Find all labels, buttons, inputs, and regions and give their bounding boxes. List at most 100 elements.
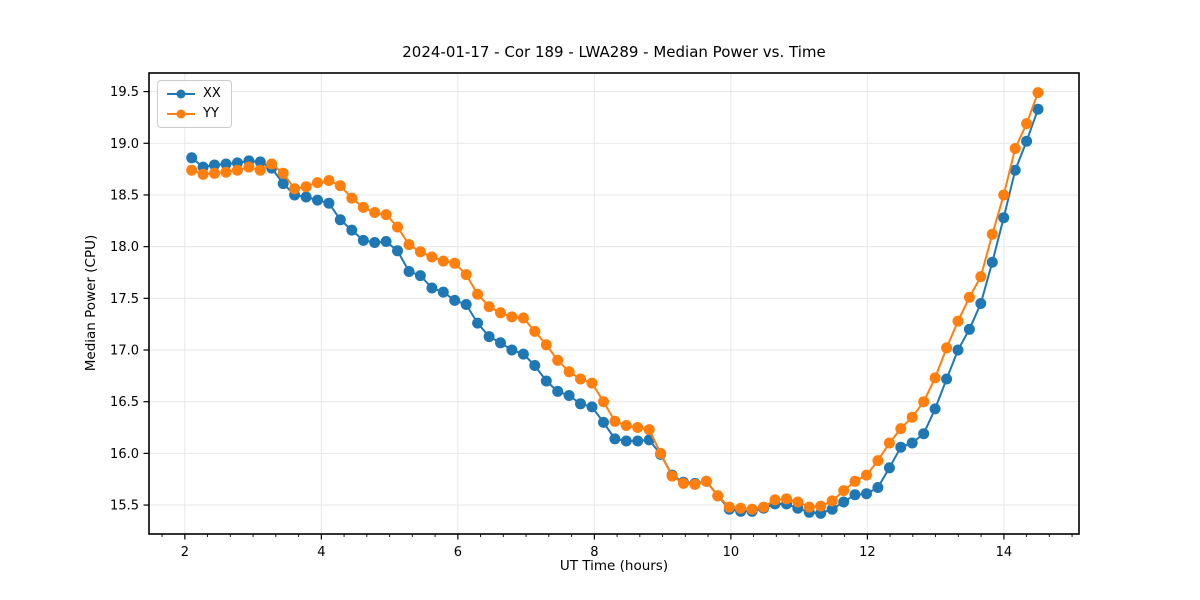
grid — [149, 73, 1079, 534]
data-point-XX — [403, 266, 415, 277]
data-point-XX — [1009, 164, 1021, 176]
data-point-YY — [575, 373, 586, 385]
data-point-XX — [632, 435, 644, 447]
data-point-YY — [849, 475, 861, 487]
data-point-YY — [254, 164, 266, 176]
data-point-YY — [895, 423, 907, 435]
data-point-XX — [826, 503, 838, 515]
data-point-YY — [586, 377, 598, 389]
y-tick-label: 17.5 — [110, 292, 139, 307]
data-point-YY — [186, 164, 198, 176]
data-point-YY — [758, 501, 770, 513]
data-point-YY — [220, 166, 232, 178]
data-point-YY — [357, 201, 369, 213]
legend-marker-yy — [167, 109, 195, 119]
data-point-YY — [678, 477, 689, 489]
data-point-XX — [861, 488, 872, 500]
data-point-YY — [952, 315, 964, 327]
data-point-YY — [277, 167, 289, 179]
data-point-XX — [941, 373, 953, 385]
data-point-YY — [209, 167, 220, 179]
data-point-YY — [700, 475, 712, 487]
legend-item-yy: YY — [167, 107, 221, 121]
data-point-YY — [906, 411, 918, 423]
data-point-XX — [426, 282, 438, 294]
data-point-YY — [861, 469, 872, 481]
data-point-XX — [300, 191, 312, 203]
data-point-YY — [598, 396, 609, 408]
data-point-YY — [563, 366, 575, 378]
x-tick-label: 6 — [454, 545, 462, 560]
data-point-YY — [1009, 143, 1021, 154]
data-point-XX — [963, 323, 975, 335]
data-point-XX — [563, 390, 575, 401]
data-point-YY — [746, 503, 758, 515]
data-point-XX — [598, 416, 609, 428]
data-point-XX — [529, 360, 541, 371]
data-point-YY — [723, 501, 735, 513]
data-point-YY — [472, 288, 484, 300]
legend-item-xx: XX — [167, 87, 221, 101]
data-point-XX — [449, 294, 461, 306]
data-point-XX — [849, 489, 861, 501]
y-tick-label: 16.5 — [110, 395, 139, 410]
data-point-YY — [769, 494, 781, 506]
data-point-YY — [781, 493, 792, 505]
legend-label-yy: YY — [203, 106, 219, 121]
data-point-XX — [369, 237, 381, 248]
axes-spines — [148, 72, 1080, 535]
data-point-YY — [369, 207, 381, 218]
y-tick-label: 17.0 — [110, 344, 139, 359]
y-tick-label: 16.0 — [110, 447, 139, 462]
data-point-YY — [495, 307, 506, 319]
data-point-XX — [540, 375, 552, 387]
data-point-YY — [266, 158, 278, 170]
data-point-YY — [346, 192, 358, 204]
data-point-XX — [506, 344, 518, 356]
data-point-XX — [986, 256, 998, 268]
data-point-XX — [883, 462, 895, 474]
data-point-XX — [552, 385, 564, 397]
data-point-YY — [289, 183, 301, 195]
data-point-XX — [312, 194, 323, 206]
data-point-YY — [243, 161, 255, 173]
data-point-YY — [620, 420, 632, 431]
x-tick-label: 10 — [723, 545, 740, 560]
data-point-YY — [312, 177, 323, 189]
data-point-XX — [620, 435, 632, 447]
data-point-YY — [883, 437, 895, 449]
data-point-YY — [975, 271, 987, 283]
data-point-XX — [929, 403, 941, 415]
data-point-YY — [918, 396, 930, 408]
data-point-XX — [918, 428, 930, 440]
data-point-XX — [483, 331, 495, 343]
data-point-YY — [792, 496, 804, 508]
y-axis-label: Median Power (CPU) — [83, 234, 99, 372]
data-point-XX — [838, 496, 850, 508]
data-point-YY — [632, 422, 644, 433]
data-point-YY — [998, 189, 1010, 201]
data-point-XX — [575, 398, 586, 410]
data-point-XX — [998, 212, 1010, 224]
data-point-XX — [392, 245, 403, 257]
data-point-YY — [712, 490, 724, 502]
data-point-YY — [403, 239, 415, 251]
data-point-YY — [483, 301, 495, 313]
y-tick-label: 15.5 — [110, 499, 139, 514]
x-tick-label: 12 — [859, 545, 876, 560]
data-point-YY — [529, 325, 541, 337]
data-point-YY — [929, 372, 941, 384]
data-point-XX — [952, 344, 964, 356]
x-tick-label: 8 — [590, 545, 598, 560]
data-point-YY — [1021, 118, 1033, 130]
data-point-XX — [975, 298, 987, 309]
data-point-YY — [803, 501, 815, 513]
x-tick-label: 14 — [996, 545, 1013, 560]
data-point-YY — [414, 246, 426, 258]
data-point-YY — [334, 180, 346, 192]
data-point-YY — [392, 221, 403, 233]
data-point-XX — [220, 158, 232, 170]
data-point-XX — [472, 317, 484, 329]
data-point-XX — [872, 482, 884, 493]
